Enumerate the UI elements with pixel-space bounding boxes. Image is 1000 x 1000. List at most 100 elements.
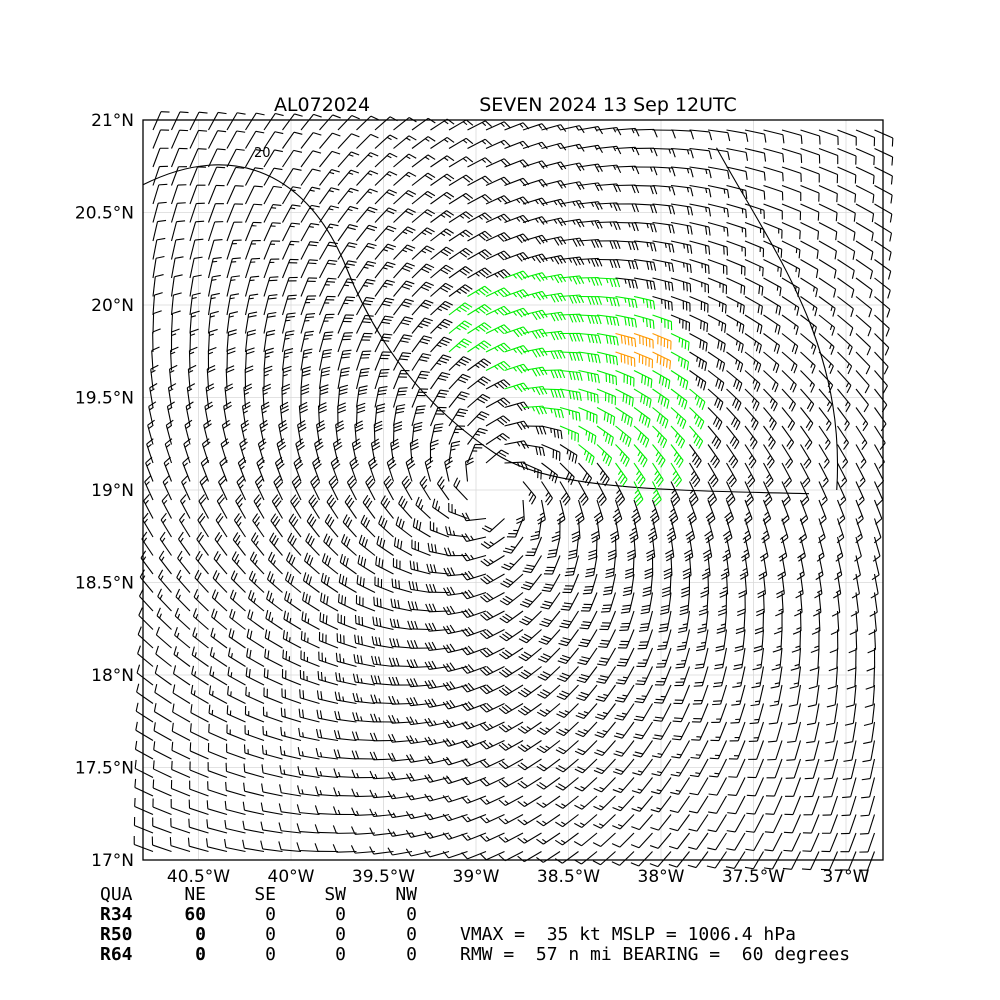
wind-barb <box>461 701 487 712</box>
wind-barb <box>855 388 869 413</box>
wind-barb <box>821 814 839 834</box>
wind-barb <box>707 147 730 161</box>
wind-barb <box>467 138 492 149</box>
wind-barb <box>151 836 172 853</box>
wind-barb <box>411 388 429 408</box>
wind-barb <box>479 832 505 842</box>
wind-barb <box>700 573 710 598</box>
wind-barb <box>585 555 598 578</box>
wind-barb <box>670 758 690 777</box>
wind-barb <box>652 444 666 468</box>
wind-barb <box>522 253 548 264</box>
wind-barb <box>226 293 240 316</box>
wind-barb <box>564 555 580 577</box>
wind-barb <box>448 174 474 186</box>
wind-barb <box>369 789 394 799</box>
wind-barb <box>411 421 423 445</box>
wind-barb <box>726 444 739 469</box>
wind-barb <box>262 726 283 742</box>
wind-barb <box>726 462 737 488</box>
wind-barb <box>302 572 320 593</box>
wind-barb <box>691 703 709 723</box>
wind-barb <box>160 512 172 538</box>
wind-barb <box>670 407 687 430</box>
wind-barb <box>332 806 357 816</box>
wind-barb <box>485 268 511 279</box>
wind-barb <box>282 168 302 186</box>
wind-barb <box>800 259 819 279</box>
wind-barb <box>143 494 154 519</box>
wind-barb <box>315 767 339 779</box>
wind-barb <box>632 740 653 758</box>
wind-barb <box>615 277 638 289</box>
wind-barb <box>245 167 264 186</box>
wind-barb <box>744 388 760 412</box>
wind-barb <box>295 438 305 464</box>
wind-barb <box>273 475 284 501</box>
wind-barb <box>802 814 820 834</box>
wind-barb <box>207 328 218 353</box>
wind-barb <box>689 258 710 274</box>
table-cell-r50-nw: 0 <box>406 924 417 945</box>
wind-barb <box>855 333 871 356</box>
wind-barb <box>767 740 783 761</box>
wind-barb <box>300 277 318 297</box>
wind-barb <box>409 560 431 575</box>
wind-barb <box>461 512 487 522</box>
wind-barb <box>244 293 259 316</box>
wind-barb <box>652 332 672 350</box>
wind-barb <box>293 456 304 482</box>
wind-barb <box>388 695 413 705</box>
wind-barb <box>281 312 296 334</box>
wind-barb <box>612 814 635 830</box>
wind-barb <box>537 647 561 663</box>
wind-barb <box>297 420 307 445</box>
wind-barb <box>226 166 245 186</box>
wind-barb <box>303 552 320 575</box>
wind-barb <box>291 475 302 501</box>
wind-barb <box>411 539 431 557</box>
wind-barb <box>578 144 603 154</box>
wind-barb <box>172 665 191 686</box>
wind-barb <box>763 277 782 297</box>
wind-barb <box>522 160 548 169</box>
wind-barb <box>424 812 450 821</box>
wind-barb <box>615 332 637 348</box>
wind-barb <box>615 444 630 467</box>
wind-barb <box>758 555 768 580</box>
wind-barb <box>615 203 640 213</box>
wind-barb <box>633 388 652 408</box>
wind-barb <box>263 167 283 186</box>
wind-barb <box>578 629 598 648</box>
wind-barb <box>555 758 579 773</box>
wind-barb <box>278 822 302 834</box>
wind-barb <box>541 311 566 322</box>
wind-barb <box>670 388 688 410</box>
table-cell-r34-ne: 60 <box>184 904 206 925</box>
wind-barb <box>240 419 250 445</box>
y-tick-label: 18°N <box>91 666 134 686</box>
wind-barb <box>536 832 561 845</box>
wind-barb <box>207 221 224 242</box>
wind-barb <box>855 129 876 147</box>
wind-barb <box>726 814 746 833</box>
wind-barb <box>720 555 730 580</box>
wind-barb <box>763 184 784 201</box>
wind-barb <box>557 666 579 682</box>
wind-barb <box>555 721 579 737</box>
wind-barb <box>855 351 871 375</box>
wind-barb <box>194 569 209 593</box>
wind-barb <box>855 203 875 223</box>
wind-barb <box>208 130 227 149</box>
wind-barb <box>134 797 154 816</box>
wind-barb <box>596 221 621 231</box>
wind-barb <box>448 284 473 297</box>
wind-barb <box>225 781 246 797</box>
wind-barb <box>355 367 370 390</box>
wind-barb <box>244 329 257 353</box>
wind-barb <box>688 814 709 832</box>
wind-barb <box>707 221 729 237</box>
wind-barb <box>378 515 394 538</box>
wind-barb <box>781 351 798 374</box>
wind-barb <box>448 137 474 149</box>
